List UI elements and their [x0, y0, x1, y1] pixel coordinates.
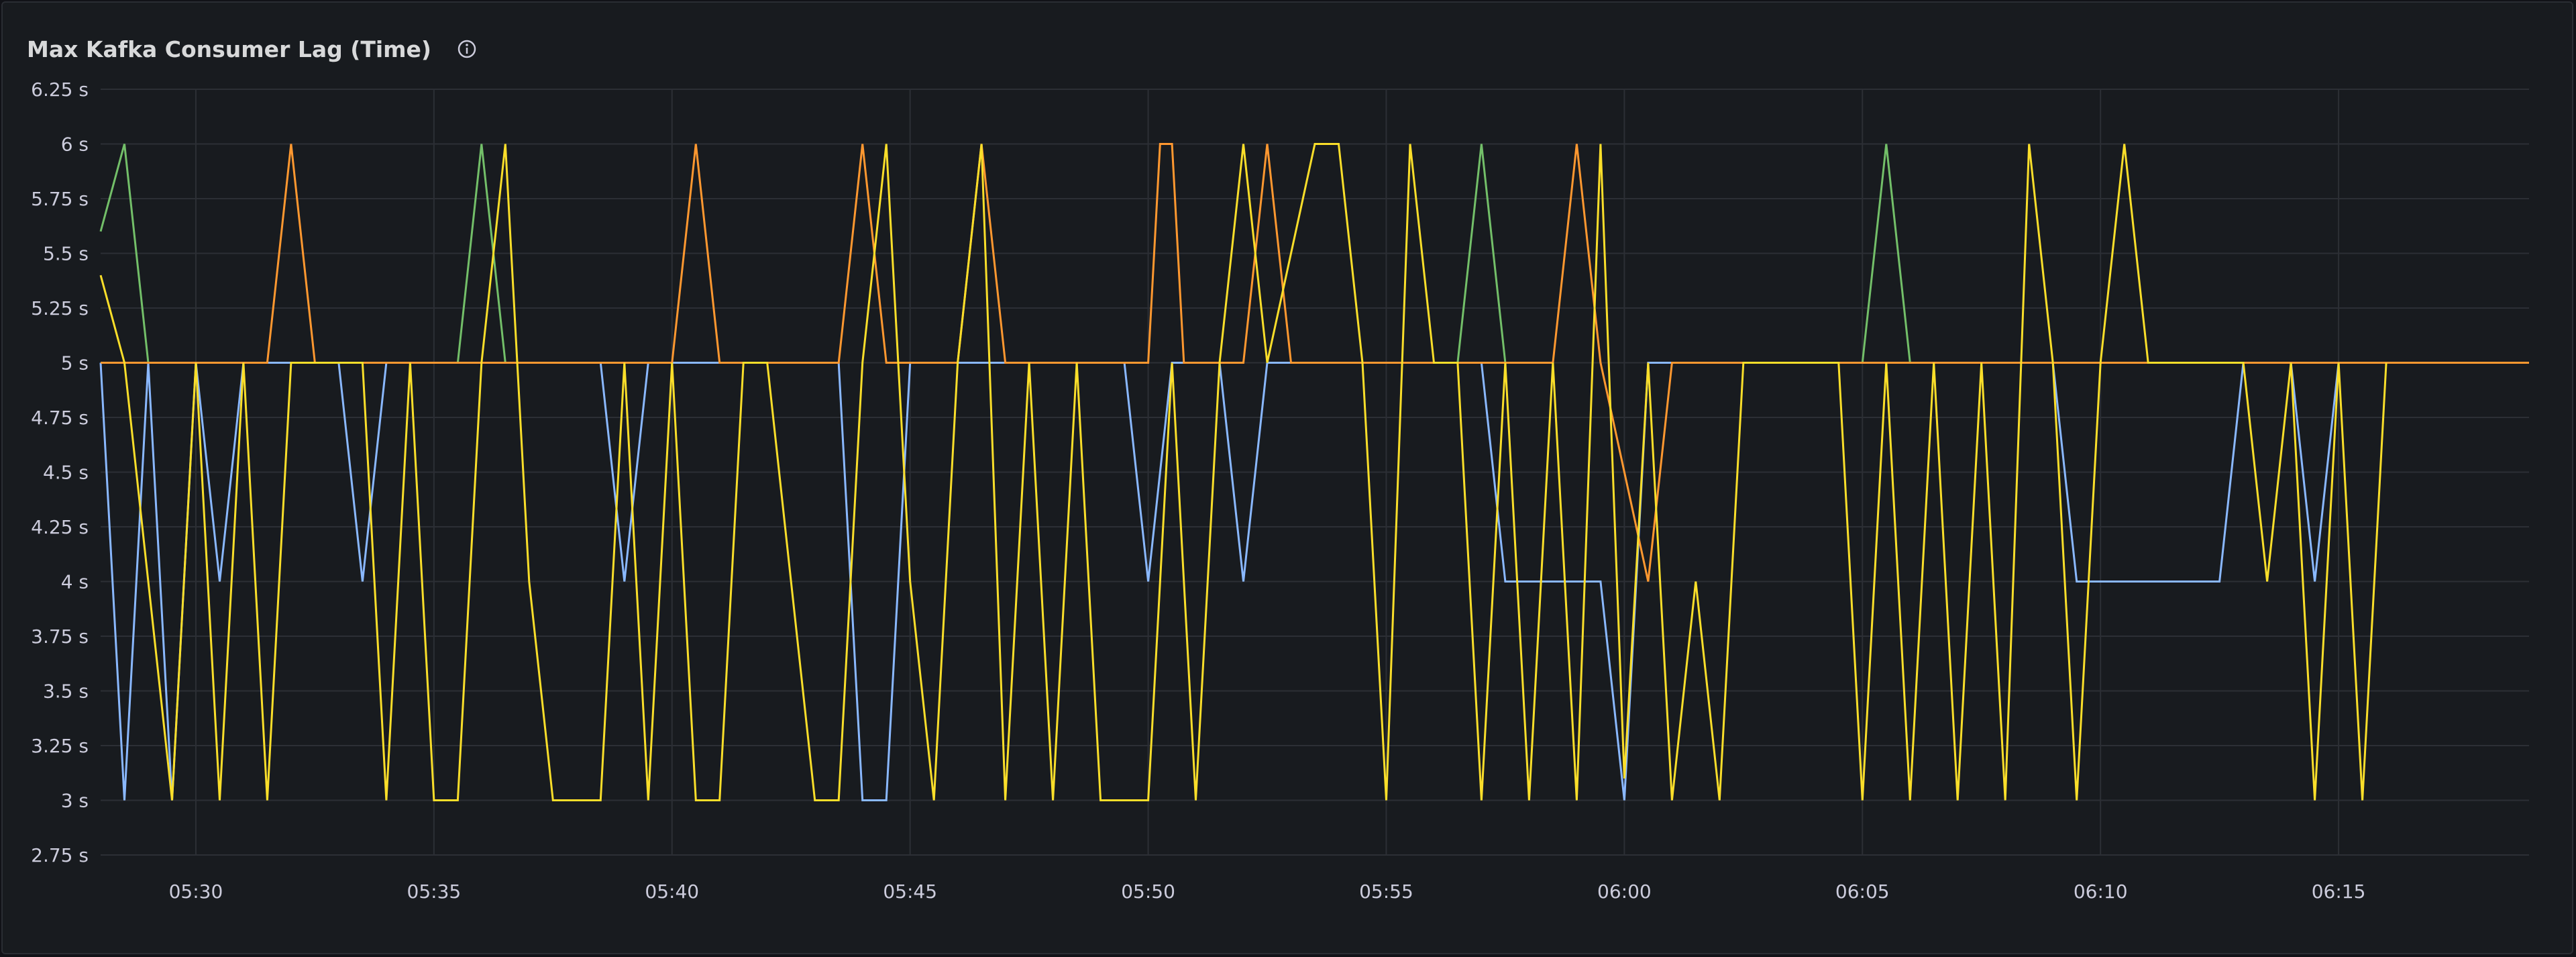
series-layer	[99, 143, 2529, 801]
x-tick-label: 05:30	[169, 880, 223, 903]
grid	[101, 89, 2529, 856]
x-tick-label: 06:15	[2312, 880, 2366, 903]
y-tick-label: 5.5 s	[43, 243, 89, 265]
info-circle-icon[interactable]	[457, 39, 477, 59]
series-line-3	[1861, 144, 1911, 363]
x-tick-label: 05:35	[407, 880, 462, 903]
series-line-0	[99, 144, 150, 363]
y-tick-label: 4.25 s	[31, 516, 89, 538]
x-tick-label: 06:10	[2074, 880, 2128, 903]
y-tick-label: 6 s	[61, 134, 89, 156]
y-tick-label: 2.75 s	[31, 844, 89, 866]
panel-title: Max Kafka Consumer Lag (Time)	[27, 36, 431, 62]
series-line-6	[99, 143, 2387, 801]
y-tick-label: 6.25 s	[31, 79, 89, 101]
x-axis: 05:30 05:35 05:40 05:45 05:50 05:55 06:00 06:05…	[169, 880, 2366, 903]
x-tick-label: 05:55	[1359, 880, 1413, 903]
series-line-2	[1456, 144, 1507, 363]
x-tick-label: 06:00	[1597, 880, 1652, 903]
panel-header: Max Kafka Consumer Lag (Time)	[27, 32, 477, 66]
y-tick-label: 4.5 s	[43, 462, 89, 484]
x-tick-label: 06:05	[1835, 880, 1890, 903]
x-tick-label: 05:40	[645, 880, 699, 903]
y-tick-label: 3.25 s	[31, 735, 89, 757]
y-tick-label: 4.75 s	[31, 407, 89, 429]
series-line-1	[456, 144, 506, 363]
y-tick-label: 5 s	[61, 352, 89, 374]
x-tick-label: 05:45	[883, 880, 937, 903]
y-tick-label: 5.25 s	[31, 297, 89, 319]
y-tick-label: 3.5 s	[43, 681, 89, 703]
y-tick-label: 5.75 s	[31, 188, 89, 210]
y-axis: 2.75 s 3 s 3.25 s 3.5 s 3.75 s 4 s 4.25 s 4.5 s…	[31, 79, 89, 866]
x-tick-label: 05:50	[1121, 880, 1175, 903]
y-tick-label: 3 s	[61, 790, 89, 812]
y-tick-label: 4 s	[61, 571, 89, 593]
y-tick-label: 3.75 s	[31, 625, 89, 648]
